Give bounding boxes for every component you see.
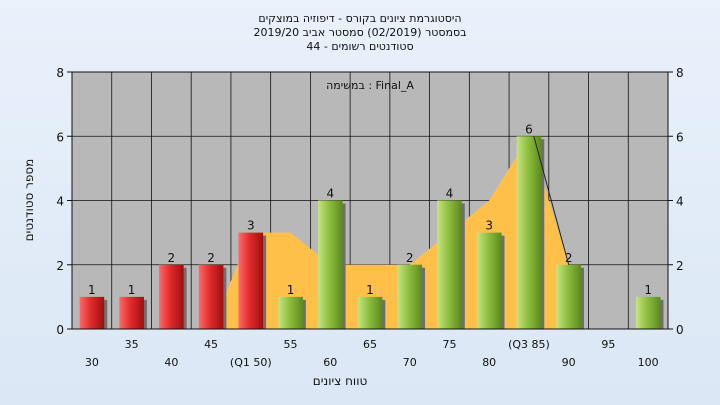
x-tick-label: 55 [284, 338, 298, 351]
y-tick-label-right: 2 [676, 259, 684, 273]
plot-border [71, 71, 669, 330]
bar [635, 296, 661, 329]
bar [556, 264, 581, 329]
x-tick-label: 30 [85, 356, 99, 369]
y-tick-label-left: 0 [56, 323, 64, 337]
x-tick-label: 80 [482, 356, 496, 369]
y-tick-label-right: 4 [676, 195, 684, 209]
x-tick-label: (Q1 50) [230, 356, 272, 369]
y-tick-label-right: 0 [676, 323, 684, 337]
bar-value-label: 1 [644, 283, 652, 297]
bar-value-label: 3 [247, 219, 255, 233]
bar [317, 200, 343, 329]
x-tick-label: 90 [562, 356, 576, 369]
y-tick-label-left: 6 [56, 130, 64, 144]
bar [159, 264, 184, 329]
y-tick-label-left: 4 [56, 195, 64, 209]
bar-value-label: 2 [207, 251, 215, 265]
chart-title-line: היסטוגרמת ציונים בקורס - דיפוזיה במוצקים [258, 12, 461, 25]
bar-value-label: 3 [485, 219, 493, 233]
bar [238, 232, 264, 329]
x-tick-label: 100 [638, 356, 659, 369]
bar-value-label: 2 [565, 251, 573, 265]
x-tick-label: 75 [442, 338, 456, 351]
bar [437, 200, 462, 329]
y-axis-label: מספר סטודנטים [22, 159, 36, 242]
x-tick-label: 40 [164, 356, 178, 369]
x-tick-label: 45 [204, 338, 218, 351]
bar-value-label: 4 [446, 187, 454, 201]
x-tick-label: 95 [601, 338, 615, 351]
bar [476, 232, 502, 329]
y-tick-label-left: 8 [56, 66, 64, 80]
chart-title-line: סטודנטים רשומים - 44 [306, 40, 413, 53]
chart-title-line: בסמסטר (02/2019) סמסטר אביב 2019/20 [253, 26, 466, 39]
x-tick-label: 65 [363, 338, 377, 351]
peak-connector-line [533, 136, 570, 265]
y-tick-label-left: 2 [56, 259, 64, 273]
x-axis-label: טווח ציונים [313, 374, 368, 388]
bar-value-label: 6 [525, 122, 533, 136]
bar-value-label: 4 [326, 187, 334, 201]
bar [397, 264, 423, 329]
bar [119, 296, 144, 329]
x-tick-label: 70 [403, 356, 417, 369]
bar-value-label: 1 [366, 283, 374, 297]
x-tick-label: 35 [125, 338, 139, 351]
bar-value-label: 2 [406, 251, 414, 265]
x-tick-label: 60 [323, 356, 337, 369]
bar [79, 296, 105, 329]
chart-annotation: במשימה : Final_A [326, 79, 414, 92]
bar-value-label: 2 [168, 251, 176, 265]
bar-value-label: 1 [128, 283, 136, 297]
bar-value-label: 1 [287, 283, 295, 297]
bar [198, 264, 224, 329]
bar [278, 296, 303, 329]
y-tick-label-right: 6 [676, 130, 684, 144]
bar-value-label: 1 [88, 283, 96, 297]
bar [516, 136, 542, 329]
y-tick-label-right: 8 [676, 66, 684, 80]
bar [357, 296, 383, 329]
x-tick-label: (Q3 85) [508, 338, 550, 351]
